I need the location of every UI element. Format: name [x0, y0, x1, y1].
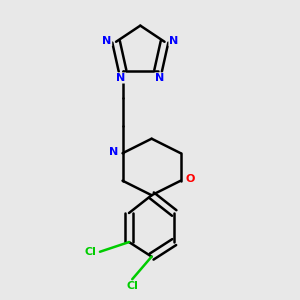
Text: Cl: Cl	[84, 247, 96, 257]
Text: N: N	[169, 36, 178, 46]
Text: N: N	[116, 73, 125, 83]
Text: Cl: Cl	[126, 281, 138, 291]
Text: N: N	[109, 147, 118, 157]
Text: N: N	[102, 36, 112, 46]
Text: N: N	[155, 73, 164, 83]
Text: O: O	[186, 174, 195, 184]
